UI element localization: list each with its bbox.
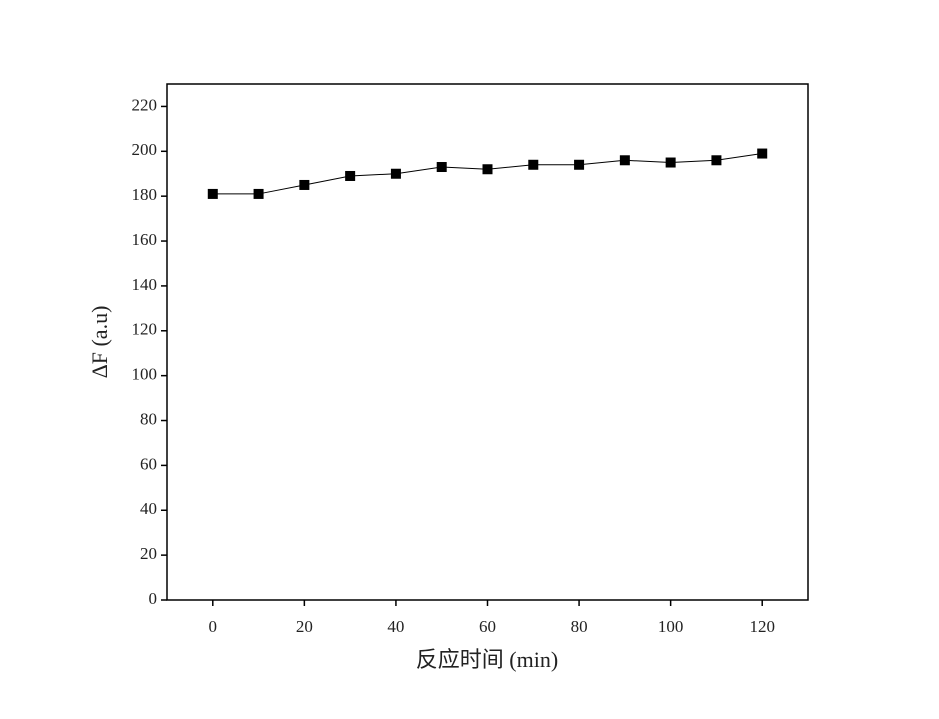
y-tick-label: 180 [132, 185, 158, 204]
y-tick-label: 120 [132, 320, 158, 339]
marker [757, 148, 768, 159]
marker [436, 162, 447, 173]
y-tick-label: 0 [149, 589, 158, 608]
x-axis-title: 反应时间 (min) [416, 647, 558, 672]
y-tick-label: 80 [140, 409, 157, 428]
y-axis-title: ΔF (a.u) [87, 306, 112, 379]
marker [619, 155, 630, 166]
y-tick-label: 60 [140, 454, 157, 473]
y-tick-label: 220 [132, 95, 158, 114]
y-tick-label: 100 [132, 365, 158, 384]
marker [711, 155, 722, 166]
x-tick-label: 80 [571, 617, 588, 636]
marker [665, 157, 676, 168]
marker [345, 170, 356, 181]
x-tick-label: 40 [387, 617, 404, 636]
marker [390, 168, 401, 179]
marker [574, 159, 585, 170]
x-tick-label: 20 [296, 617, 313, 636]
marker [207, 188, 218, 199]
y-tick-label: 160 [132, 230, 158, 249]
x-tick-label: 100 [658, 617, 684, 636]
marker [299, 179, 310, 190]
marker [253, 188, 264, 199]
x-tick-label: 60 [479, 617, 496, 636]
marker [482, 164, 493, 175]
y-tick-label: 140 [132, 275, 158, 294]
y-tick-label: 200 [132, 140, 158, 159]
x-tick-label: 120 [749, 617, 775, 636]
marker [528, 159, 539, 170]
x-tick-label: 0 [209, 617, 218, 636]
y-tick-label: 40 [140, 499, 157, 518]
y-tick-label: 20 [140, 544, 157, 563]
